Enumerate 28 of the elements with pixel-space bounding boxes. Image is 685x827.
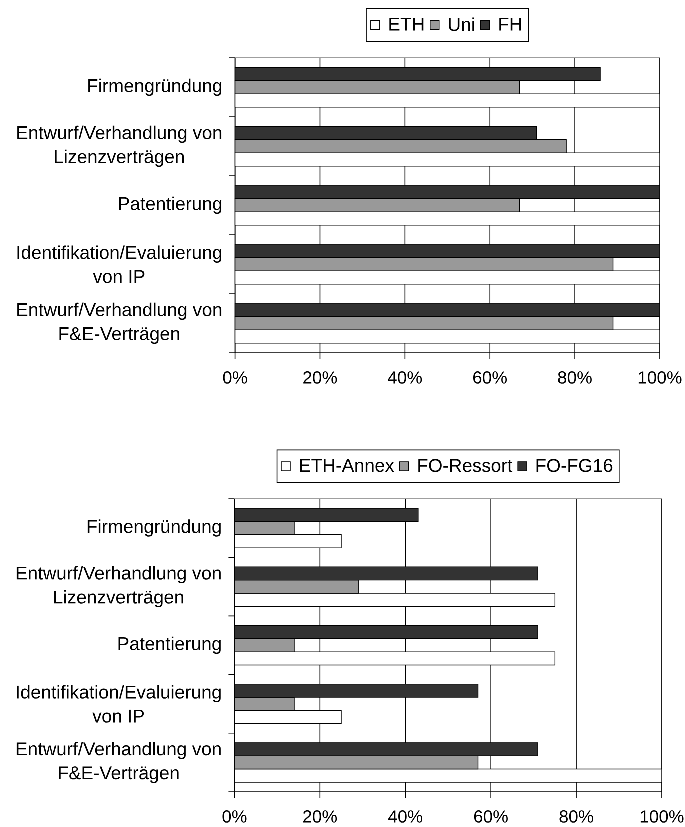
legend-label: Uni <box>449 18 474 32</box>
y-tick-label: Firmengründung <box>88 78 222 96</box>
x-tick-label: 60% <box>473 372 508 384</box>
x-tick-label: 40% <box>388 810 423 823</box>
x-tick-label: 20% <box>304 810 338 823</box>
x-tick-label: 100% <box>640 810 684 823</box>
y-tick-label: Entwurf/Verhandlung von Lizenzverträgen <box>18 126 222 168</box>
x-tick-label: 100% <box>638 372 682 384</box>
legend-label: ETH-Annex <box>300 459 394 472</box>
x-tick-label: 60% <box>474 810 508 823</box>
x-tick-label: 20% <box>304 372 338 384</box>
y-tick-label: Entwurf/Verhandlung von Lizenzverträgen <box>16 566 221 608</box>
x-tick-label: 0% <box>223 372 248 384</box>
y-tick-label: Entwurf/Verhandlung von F&E-Verträgen <box>16 742 221 784</box>
y-tick-label: Patentierung <box>118 636 221 654</box>
y-tick-label: Entwurf/Verhandlung von F&E-Verträgen <box>18 302 222 344</box>
x-tick-label: 0% <box>222 810 247 823</box>
legend-label: FH <box>500 18 522 31</box>
legend-label: FO-Ressort <box>418 459 513 472</box>
y-tick-label: Identifikation/Evaluierung von IP <box>17 685 221 723</box>
y-tick-label: Identifikation/Evaluierung von IP <box>18 246 222 284</box>
y-tick-label: Patentierung <box>119 196 222 214</box>
x-tick-label: 80% <box>560 810 594 823</box>
legend-label: FO-FG16 <box>536 459 613 472</box>
x-tick-label: 80% <box>558 372 592 384</box>
legend-label: ETH <box>390 18 424 31</box>
y-tick-label: Firmengründung <box>88 520 221 537</box>
x-tick-label: 40% <box>388 372 422 384</box>
